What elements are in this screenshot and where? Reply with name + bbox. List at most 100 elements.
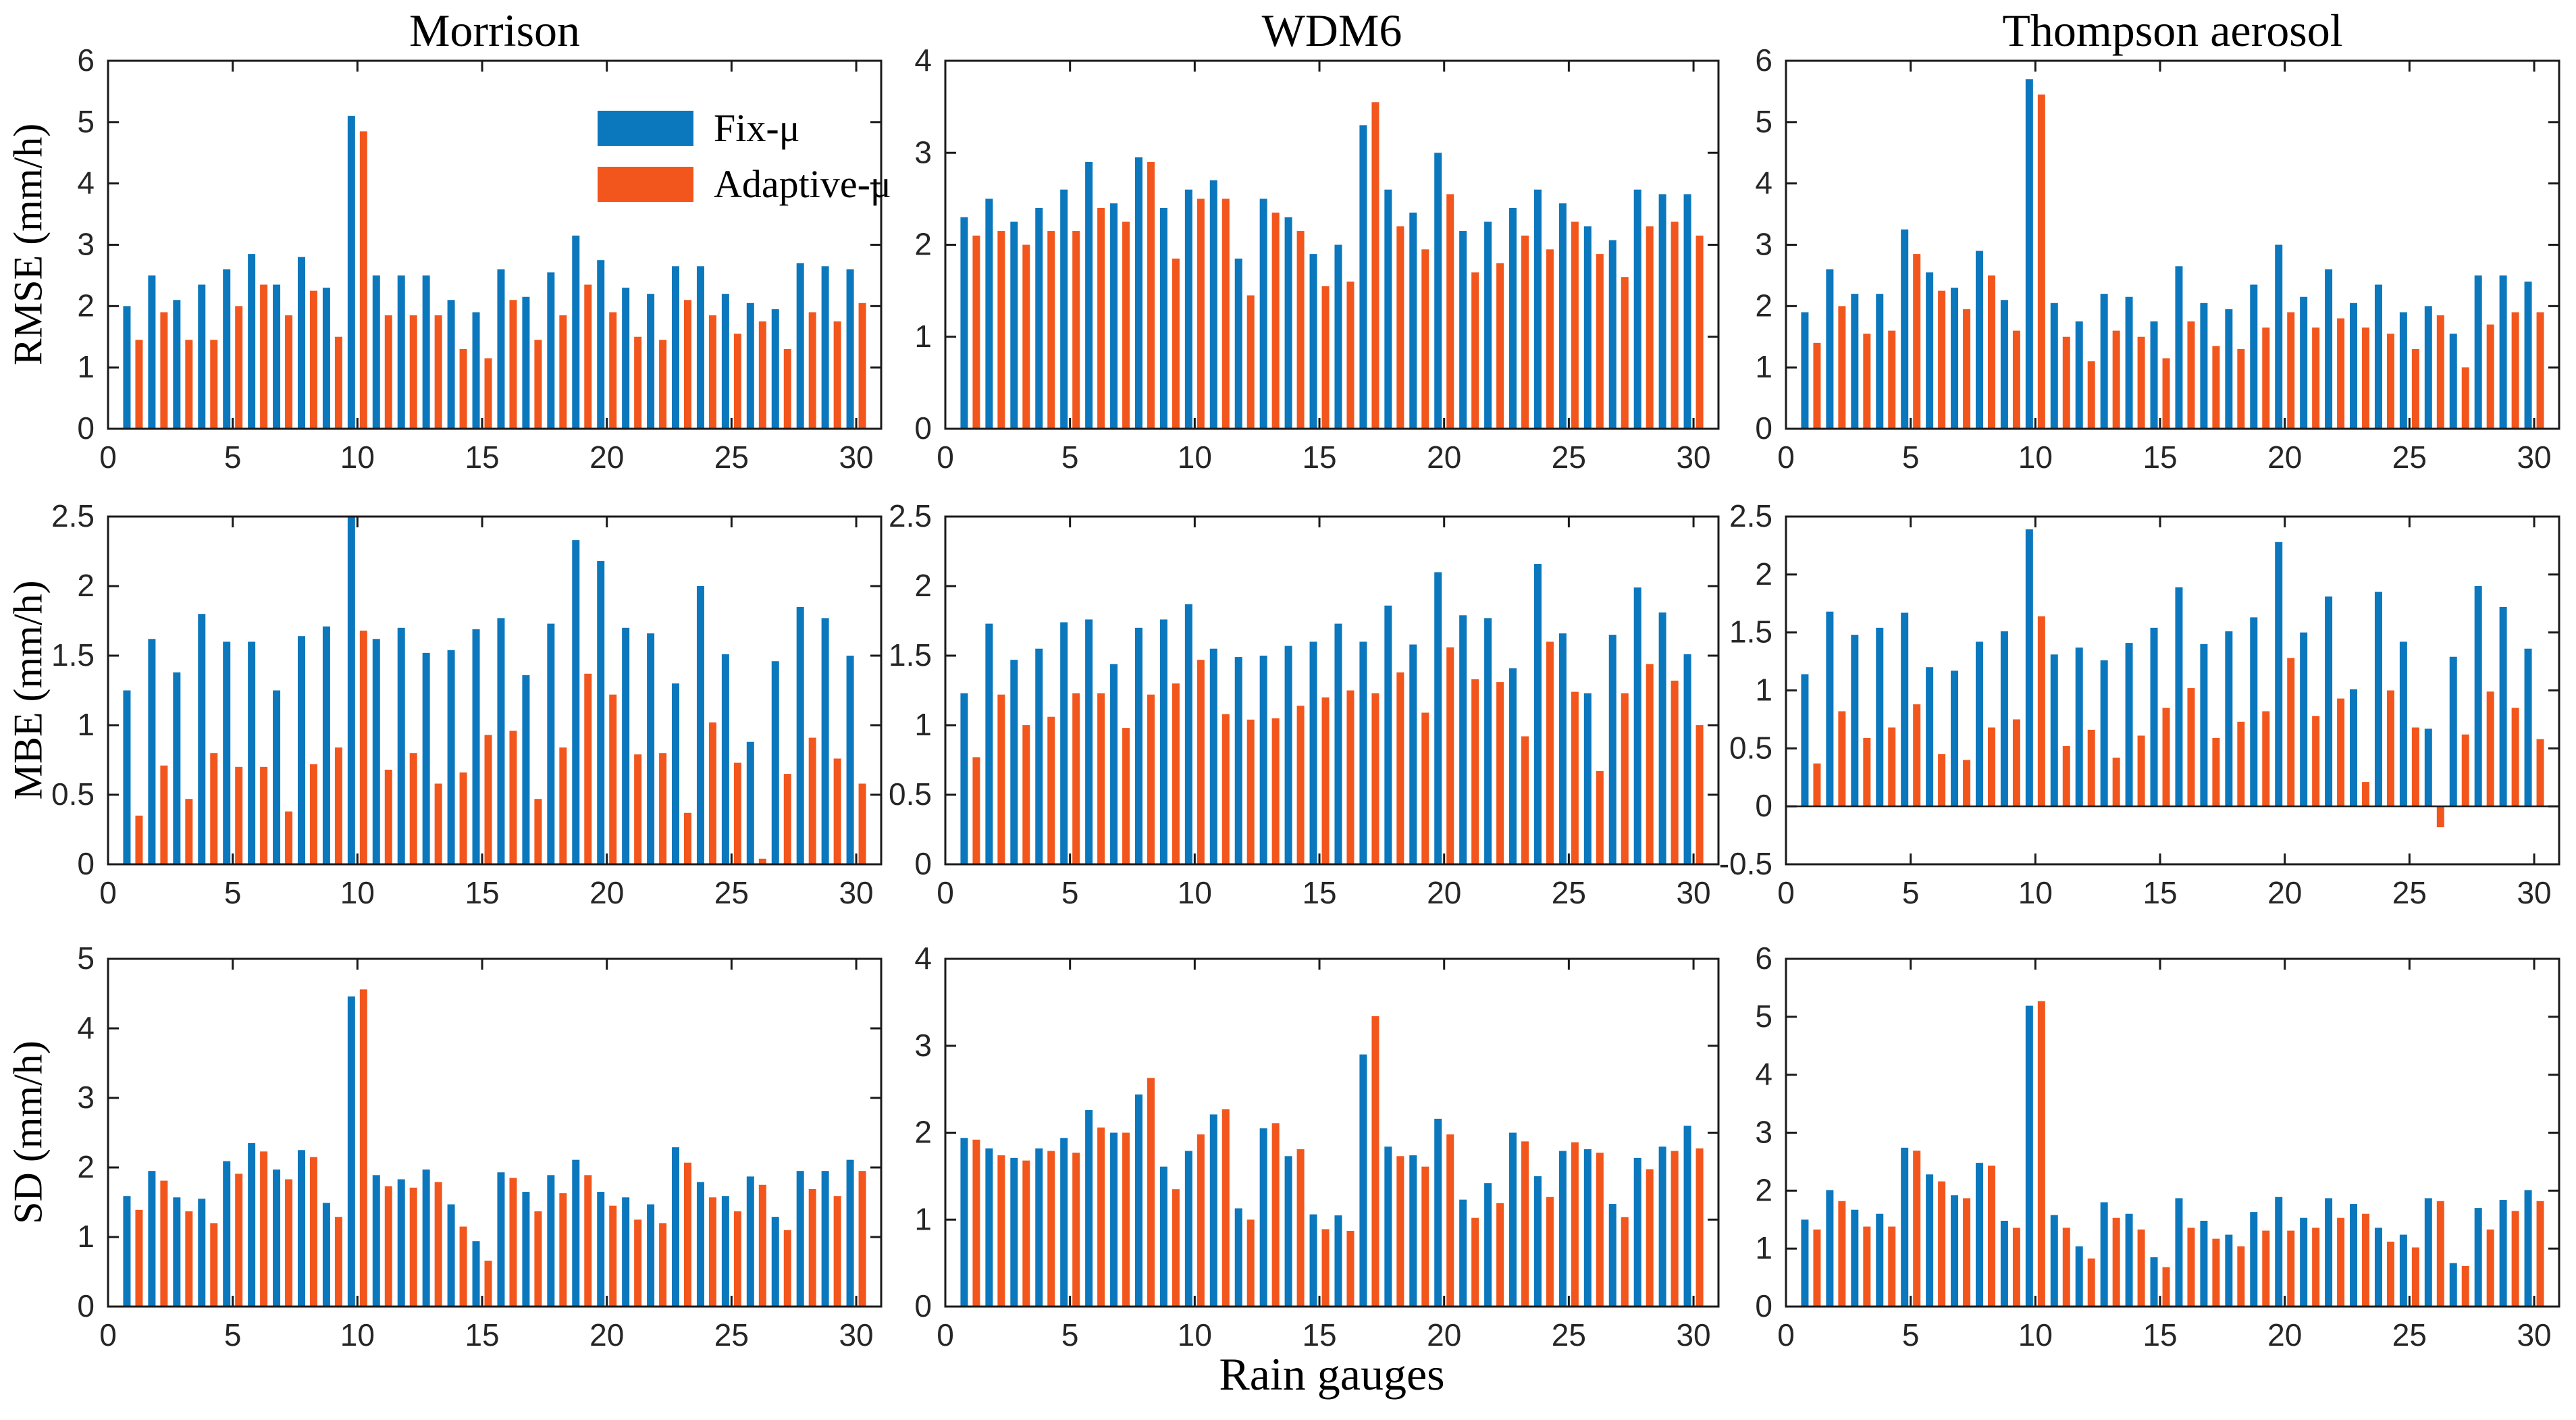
bar — [1913, 704, 1921, 807]
series-adaptive-mu — [1813, 94, 2544, 429]
bar — [2262, 1230, 2270, 1307]
x-tick-label: 15 — [465, 875, 499, 910]
bar — [484, 1261, 492, 1307]
y-tick-label: 5 — [77, 941, 95, 976]
bar — [1172, 1189, 1180, 1307]
bar — [1696, 725, 1704, 864]
bar — [2150, 627, 2158, 807]
bar — [985, 623, 993, 864]
bar — [2200, 643, 2208, 807]
bar — [2337, 318, 2345, 429]
bar — [2012, 1228, 2020, 1307]
bar — [1259, 199, 1267, 429]
bar — [397, 275, 405, 429]
bar — [2200, 303, 2208, 429]
bar — [1147, 694, 1155, 864]
x-tick-label: 5 — [1902, 1317, 1920, 1352]
bar — [459, 1226, 467, 1307]
y-tick-label: 4 — [77, 165, 95, 201]
x-tick-label: 5 — [1061, 875, 1079, 910]
bar — [2300, 1217, 2308, 1307]
bar — [322, 1203, 330, 1307]
bar — [1813, 342, 1821, 429]
y-tick-label: 0 — [77, 846, 95, 881]
y-tick-label: 0 — [77, 1288, 95, 1323]
bar — [1801, 312, 1809, 429]
bar — [746, 303, 754, 429]
y-tick-label: 0 — [914, 411, 932, 446]
bar — [684, 300, 692, 429]
bar — [522, 1192, 530, 1307]
x-tick-label: 0 — [99, 440, 117, 475]
x-tick-label: 10 — [2018, 875, 2053, 910]
bar — [248, 641, 256, 864]
y-tick-label: 4 — [914, 43, 932, 78]
x-tick-label: 30 — [839, 1317, 873, 1352]
bar — [746, 741, 754, 864]
bar — [2025, 1005, 2033, 1307]
x-tick-label: 30 — [1676, 875, 1710, 910]
bar — [808, 1188, 816, 1307]
x-tick-label: 20 — [2267, 1317, 2302, 1352]
bar — [1851, 1209, 1859, 1307]
bar — [534, 1211, 542, 1307]
bar — [198, 614, 206, 864]
bar — [322, 288, 330, 429]
bar — [1147, 161, 1155, 429]
bar — [972, 235, 980, 429]
bar — [783, 1230, 791, 1307]
bar — [1334, 623, 1342, 864]
bar — [509, 1178, 517, 1307]
bar — [2250, 617, 2258, 807]
bar — [1209, 180, 1217, 429]
bar — [447, 1204, 455, 1307]
bar — [1110, 1132, 1118, 1307]
y-tick-label: 0 — [914, 1288, 932, 1323]
x-tick-label: 10 — [340, 440, 375, 475]
bar — [1122, 221, 1130, 429]
x-tick-label: 25 — [714, 1317, 749, 1352]
bar — [522, 296, 530, 429]
x-tick-label: 5 — [1902, 875, 1920, 910]
bar — [1246, 1219, 1255, 1307]
bar — [771, 309, 779, 429]
x-tick-label: 10 — [340, 1317, 375, 1352]
bar — [960, 1138, 968, 1307]
subplot-morrison-rmse: 0 1 2 3 4 5 6 0 5 10 15 20 25 30 — [77, 43, 883, 475]
bar — [721, 294, 729, 429]
series-adaptive-mu — [135, 989, 866, 1307]
y-tick-label: 2 — [77, 288, 95, 323]
x-tick-label: 0 — [1777, 440, 1795, 475]
bar — [1646, 664, 1654, 864]
series-adaptive-mu — [972, 1016, 1704, 1307]
bar — [1888, 1226, 1896, 1307]
bar — [2386, 1241, 2394, 1307]
bar — [647, 294, 655, 429]
bar — [858, 783, 866, 864]
y-tick-label: 4 — [1755, 165, 1772, 201]
bar — [1060, 1138, 1068, 1307]
bar — [148, 1171, 156, 1307]
bar — [1371, 102, 1379, 429]
bar — [796, 263, 804, 429]
bar — [1888, 727, 1896, 807]
bar — [472, 1241, 480, 1307]
bar — [2524, 282, 2532, 429]
bar — [2025, 79, 2033, 429]
bar — [273, 1169, 281, 1307]
bar — [1010, 221, 1018, 429]
bar — [2536, 739, 2544, 807]
y-tick-label: 6 — [77, 43, 95, 78]
x-tick-label: 20 — [589, 1317, 624, 1352]
y-tick-label: 1 — [1755, 1230, 1772, 1265]
bar — [547, 272, 555, 429]
bar — [783, 774, 791, 864]
bar — [1309, 1214, 1317, 1307]
bar — [2075, 321, 2083, 429]
bar — [123, 306, 131, 429]
bar — [1122, 728, 1130, 864]
bar — [1838, 711, 1846, 807]
bar — [721, 654, 729, 864]
bar — [2125, 296, 2133, 429]
bar — [1571, 1142, 1579, 1307]
